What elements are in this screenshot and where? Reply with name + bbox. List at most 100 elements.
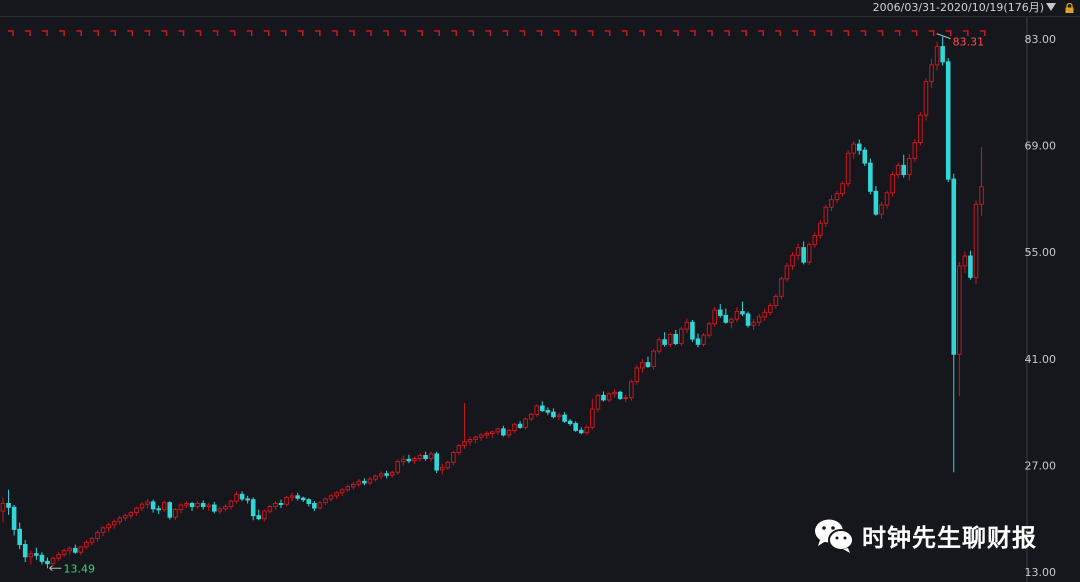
candle-body: [606, 393, 612, 401]
candle-body: [267, 506, 273, 512]
candle-body: [117, 517, 123, 523]
candlestick-chart[interactable]: 83.00 69.00 55.00 41.00 27.00 13.00 83.31 13.49: [0, 17, 1080, 582]
candle-body: [28, 553, 34, 558]
candle-body: [423, 455, 428, 460]
candle-body: [751, 321, 756, 326]
date-range-label[interactable]: 2006/03/31-2020/10/19(176月): [872, 1, 1044, 14]
candle-body: [67, 547, 73, 552]
candle-body: [150, 501, 156, 510]
top-marker: [655, 30, 662, 36]
candle-body: [367, 478, 373, 484]
top-marker: [25, 30, 31, 36]
candle-body: [134, 507, 139, 514]
candle-body: [50, 557, 56, 565]
candle-body: [962, 255, 968, 267]
candle-body: [11, 506, 17, 530]
candle-body: [306, 499, 312, 504]
candle-body: [840, 183, 845, 195]
candle-body: [439, 467, 445, 471]
candle-body: [979, 186, 984, 205]
top-marker: [690, 30, 696, 36]
candle-body: [628, 381, 634, 399]
candle-body: [312, 502, 317, 509]
candle-body: [806, 244, 812, 263]
top-marker: [758, 30, 764, 36]
candle-body: [517, 423, 523, 428]
candle-body: [417, 455, 423, 460]
candle-body: [195, 502, 200, 508]
min-price-label: 13.49: [63, 562, 94, 575]
candle-body: [39, 554, 45, 562]
candle-body: [123, 515, 128, 519]
candle-body: [528, 413, 534, 420]
candle-body: [362, 480, 367, 484]
candle-body: [734, 311, 740, 320]
candle-body: [128, 512, 134, 517]
candle-body: [378, 473, 384, 477]
candle-body: [395, 461, 401, 473]
candle-body: [406, 458, 412, 462]
candle-body: [667, 333, 673, 345]
candle-body: [612, 391, 617, 395]
watermark: 时钟先生聊财报: [812, 515, 1037, 555]
wechat-icon: [815, 519, 854, 553]
candle-body: [61, 550, 67, 555]
candle-body: [228, 500, 234, 508]
top-marker: [502, 30, 509, 36]
candle-body: [929, 64, 934, 83]
top-marker: [672, 30, 679, 36]
max-arrow: [936, 33, 951, 40]
candle-body: [484, 432, 490, 436]
candle-body: [862, 149, 868, 164]
top-marker: [826, 30, 833, 36]
top-marker: [979, 30, 986, 36]
top-marker: [741, 30, 747, 36]
top-marker: [724, 30, 730, 36]
candle-body: [373, 475, 378, 480]
candle-body: [250, 499, 256, 517]
candle-body: [350, 483, 356, 488]
y-tick-label: 13.00: [1025, 566, 1057, 579]
candle-body: [656, 339, 662, 352]
candle-body: [623, 397, 629, 400]
candle-body: [384, 473, 389, 476]
top-marker: [144, 30, 151, 36]
candle-body: [934, 46, 940, 66]
candle-body: [945, 61, 951, 180]
candle-body: [300, 497, 306, 501]
candle-body: [262, 510, 267, 520]
candle-body: [6, 502, 11, 508]
candle-body: [456, 445, 462, 453]
candle-body: [178, 504, 184, 511]
top-marker: [451, 30, 458, 36]
candle-body: [356, 480, 362, 485]
top-marker: [331, 30, 338, 36]
candle-body: [467, 439, 473, 443]
lock-icon[interactable]: [1065, 3, 1074, 13]
top-marker: [468, 30, 475, 36]
candle-body: [317, 502, 323, 509]
top-marker: [945, 30, 952, 36]
y-tick-label: 83.00: [1025, 33, 1057, 46]
top-marker: [894, 30, 901, 36]
candle-body: [645, 362, 651, 367]
y-tick-label: 27.00: [1025, 459, 1057, 472]
top-marker: [536, 30, 543, 36]
candle-body: [740, 311, 745, 315]
min-arrow: [49, 565, 62, 572]
candle-body: [756, 316, 762, 323]
candle-body: [578, 429, 584, 434]
chevron-down-icon[interactable]: [1046, 3, 1056, 11]
top-marker: [366, 30, 372, 36]
candle-body: [784, 265, 790, 280]
top-marker: [297, 30, 304, 36]
candle-body: [545, 410, 551, 413]
candle-body: [401, 458, 406, 463]
candle-body: [45, 560, 50, 565]
top-marker: [229, 30, 236, 36]
candle-body: [100, 527, 106, 533]
candle-body: [106, 524, 111, 529]
candle-body: [17, 528, 22, 546]
candle-body: [540, 405, 545, 412]
top-marker: [246, 30, 253, 36]
